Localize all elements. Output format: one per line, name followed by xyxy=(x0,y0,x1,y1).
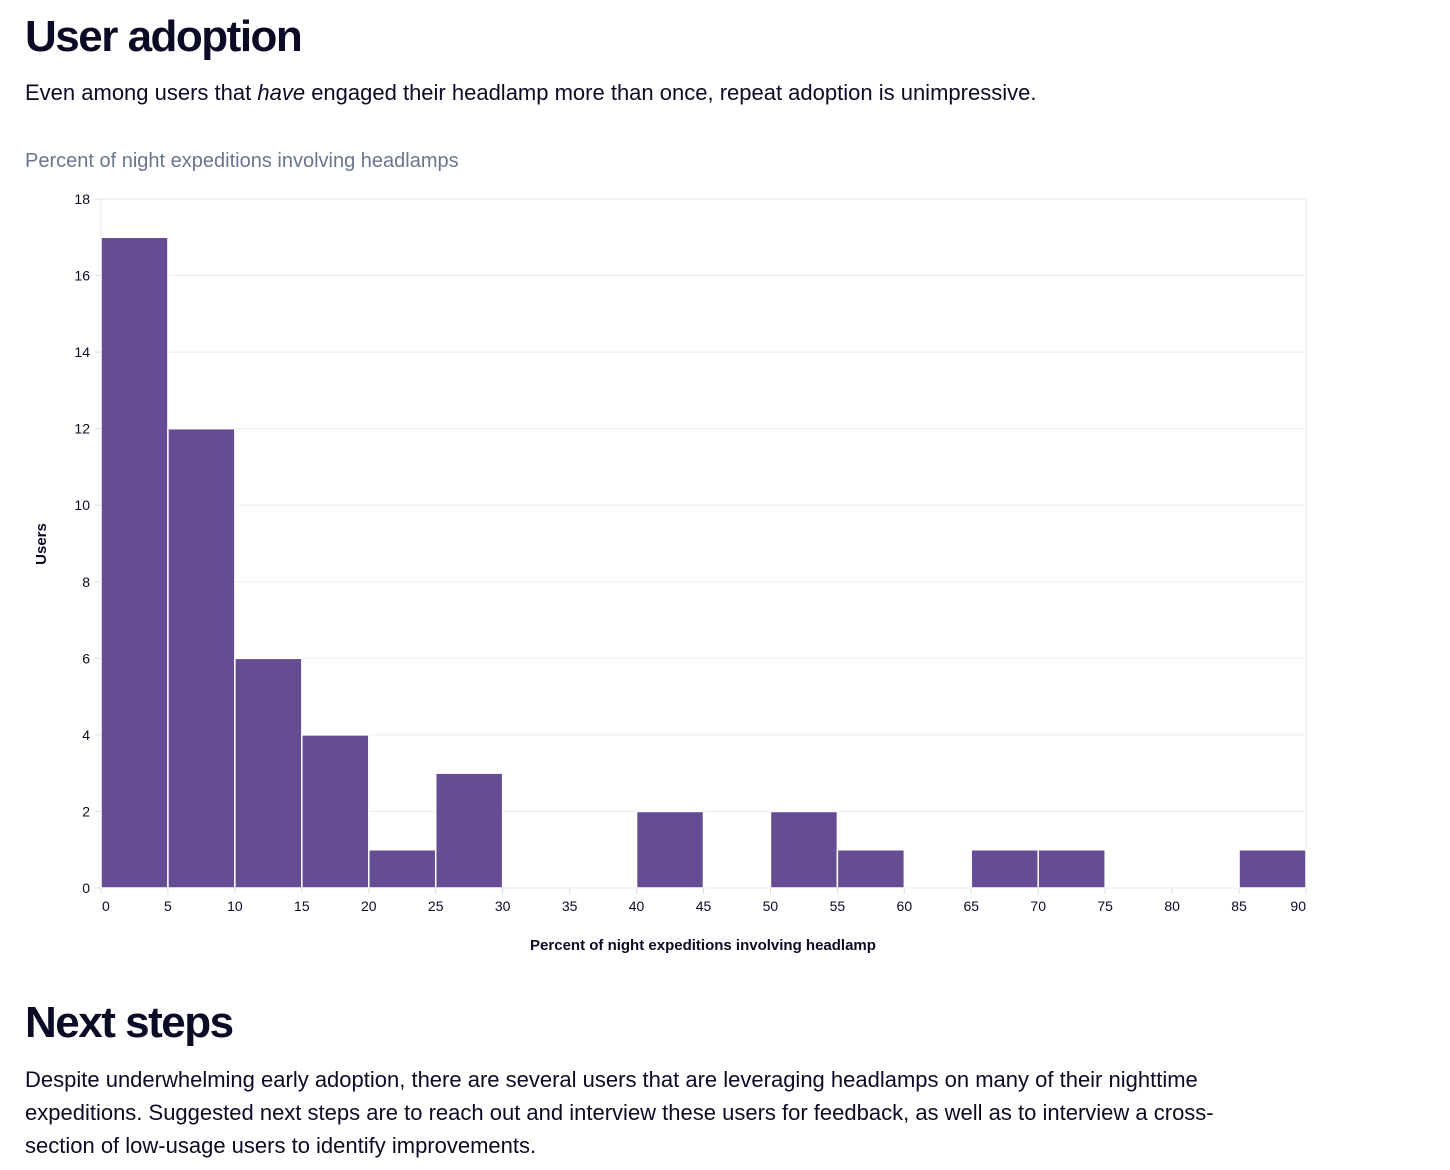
histogram-bar xyxy=(100,236,169,889)
x-tick-label: 70 xyxy=(1030,898,1046,914)
x-tick-label: 15 xyxy=(294,898,310,914)
x-tick-label: 65 xyxy=(963,898,979,914)
section-title-user-adoption: User adoption xyxy=(25,12,303,61)
x-tick-label: 5 xyxy=(164,898,172,914)
y-tick-label: 6 xyxy=(82,650,90,666)
x-tick-label: 45 xyxy=(696,898,712,914)
next-steps-text: Despite underwhelming early adoption, th… xyxy=(25,1067,1214,1158)
histogram-bar xyxy=(1238,848,1307,889)
histogram-chart: 0 2 4 6 8 10 12 14 16 18 0 5 10 15 20 25 30 35 40 45 50 55 60 6… xyxy=(33,191,1307,954)
x-tick-label: 40 xyxy=(629,898,645,914)
bars xyxy=(100,236,1307,889)
y-tick-label: 18 xyxy=(74,191,90,207)
y-tick-label: 10 xyxy=(74,497,90,513)
histogram-bar xyxy=(301,734,370,889)
x-tick-label: 25 xyxy=(428,898,444,914)
x-tick-label: 35 xyxy=(562,898,578,914)
x-tick-label: 50 xyxy=(763,898,779,914)
histogram-bar xyxy=(970,848,1039,889)
x-axis-label: Percent of night expeditions involving h… xyxy=(530,937,876,954)
y-tick-label: 12 xyxy=(74,421,90,437)
histogram-bar xyxy=(769,810,839,889)
text-emphasis: have xyxy=(257,80,306,105)
x-tick-label: 55 xyxy=(830,898,846,914)
histogram-bar xyxy=(836,848,906,889)
x-tick-label: 10 xyxy=(227,898,243,914)
x-tick-label: 0 xyxy=(102,898,110,914)
x-tick-label: 85 xyxy=(1231,898,1247,914)
y-axis-label: Users xyxy=(33,523,50,565)
x-tick-label: 30 xyxy=(495,898,511,914)
y-tick-label: 4 xyxy=(82,727,90,743)
x-tick-label: 60 xyxy=(897,898,913,914)
x-tick-label: 90 xyxy=(1290,898,1306,914)
text-before: Even among users that xyxy=(25,80,258,105)
y-tick-label: 16 xyxy=(74,268,90,284)
y-tick-label: 2 xyxy=(82,803,90,819)
chart-title: Percent of night expeditions involving h… xyxy=(25,150,459,172)
histogram-bar xyxy=(1037,848,1106,889)
section-title-next-steps: Next steps xyxy=(25,998,234,1047)
histogram-bar xyxy=(167,427,236,889)
histogram-bar xyxy=(635,810,705,889)
x-tick-label: 80 xyxy=(1164,898,1180,914)
histogram-bar xyxy=(234,657,303,889)
y-tick-label: 14 xyxy=(74,344,90,360)
axes: 0 2 4 6 8 10 12 14 16 18 0 5 10 15 20 25 30 35 40 45 50 55 60 6… xyxy=(74,191,1307,914)
text-after: engaged their headlamp more than once, r… xyxy=(305,80,1037,105)
histogram-bar xyxy=(434,772,504,889)
histogram-bar xyxy=(368,848,437,889)
user-adoption-text: Even among users that have engaged their… xyxy=(25,76,1036,109)
x-tick-label: 75 xyxy=(1097,898,1113,914)
x-tick-label: 20 xyxy=(361,898,377,914)
y-tick-label: 8 xyxy=(82,574,90,590)
y-tick-label: 0 xyxy=(82,880,90,896)
